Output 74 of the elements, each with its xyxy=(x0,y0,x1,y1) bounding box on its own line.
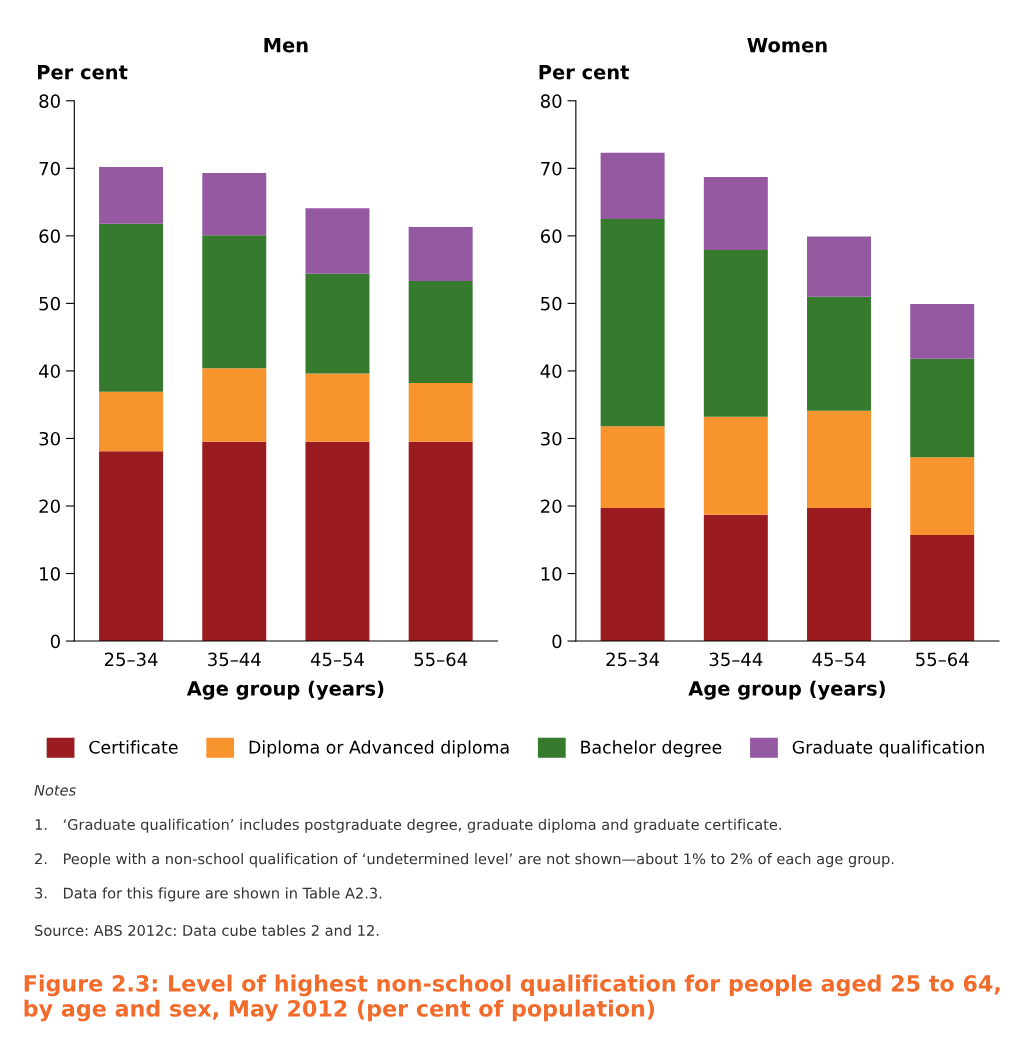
y-tick-label: 80 xyxy=(540,94,562,108)
bar xyxy=(99,166,164,224)
x-tick-label: 45–54 xyxy=(310,652,364,667)
bar xyxy=(99,391,164,452)
y-tick-label: 70 xyxy=(39,161,60,176)
bar xyxy=(807,410,872,509)
x-tick-label: 25–34 xyxy=(606,652,660,667)
bar xyxy=(910,535,975,642)
y-tick-label: 10 xyxy=(541,566,562,581)
x-tick-label: 55–64 xyxy=(916,652,969,667)
bar xyxy=(202,368,267,442)
bar xyxy=(910,304,975,359)
text: 3. Data for this figure are shown in Table A2.3. xyxy=(35,887,382,902)
bar xyxy=(408,441,473,642)
y-tick-label: 40 xyxy=(540,364,562,379)
y-tick-label: 50 xyxy=(39,296,60,311)
legend-label: Graduate qualification xyxy=(792,740,984,758)
bar xyxy=(807,508,872,642)
bar xyxy=(703,177,768,251)
legend-label: Diploma or Advanced diploma xyxy=(249,740,509,758)
y-tick-label: 60 xyxy=(39,229,60,243)
bar xyxy=(807,296,872,411)
bar xyxy=(910,457,975,536)
bar xyxy=(703,514,768,642)
chart-title: Men xyxy=(264,37,308,53)
y-tick-label: 40 xyxy=(39,364,60,379)
y-tick-label: 10 xyxy=(40,566,60,581)
y-tick-label: 0 xyxy=(50,634,60,649)
legend-label: Certificate xyxy=(89,740,178,754)
y-tick-label: 80 xyxy=(39,94,60,108)
text: Notes xyxy=(34,784,76,796)
y-tick-label: 0 xyxy=(552,634,562,649)
x-axis-title: Age group (years) xyxy=(688,680,885,700)
y-tick-label: 30 xyxy=(39,431,60,446)
source-note: Source: ABS 2012c: Data cube tables 2 and 12. xyxy=(35,924,379,936)
y-axis-title: Per cent xyxy=(38,65,128,80)
bar xyxy=(305,373,370,442)
bar xyxy=(600,218,665,427)
x-tick-label: 45–54 xyxy=(812,652,866,667)
bar xyxy=(305,208,370,274)
chart-title: Women xyxy=(747,37,827,53)
legend-label: Bachelor degree xyxy=(581,740,722,758)
bar xyxy=(202,235,267,369)
bar xyxy=(99,223,164,392)
y-tick-label: 20 xyxy=(541,499,562,514)
x-axis-title: Age group (years) xyxy=(186,680,384,700)
y-tick-label: 70 xyxy=(541,161,562,176)
bar xyxy=(910,358,975,458)
x-tick-label: 35–44 xyxy=(709,652,763,667)
bar xyxy=(202,173,267,236)
text: 2. People with a non-school qualification of ‘undetermined level’ are not shown—about 1% to 2% of each age group. xyxy=(35,853,894,868)
y-axis-title: Per cent xyxy=(539,65,629,80)
bar xyxy=(408,227,473,282)
bar xyxy=(703,416,768,515)
bar xyxy=(600,426,665,509)
x-tick-label: 55–64 xyxy=(414,652,468,667)
bar xyxy=(305,273,370,374)
y-tick-label: 50 xyxy=(541,296,562,311)
y-tick-label: 20 xyxy=(39,499,60,514)
bar xyxy=(600,152,665,219)
bar xyxy=(600,508,665,642)
x-tick-label: 35–44 xyxy=(208,652,261,667)
bar xyxy=(807,236,872,297)
bar xyxy=(408,383,473,442)
bar xyxy=(305,441,370,642)
bar xyxy=(703,250,768,417)
y-tick-label: 60 xyxy=(540,229,562,243)
bar xyxy=(202,441,267,642)
bar xyxy=(99,451,164,642)
x-tick-label: 25–34 xyxy=(104,652,158,667)
y-tick-label: 30 xyxy=(541,431,562,446)
text: 1. ‘Graduate qualification’ includes postgraduate degree, graduate diploma and graduate certificate. xyxy=(35,818,781,833)
bar xyxy=(408,281,473,384)
caption: Figure 2.3: Level of highest non-school qualification for people aged 25 to 64, by age and sex, May 2012 (per cent of population) xyxy=(24,974,1000,1022)
